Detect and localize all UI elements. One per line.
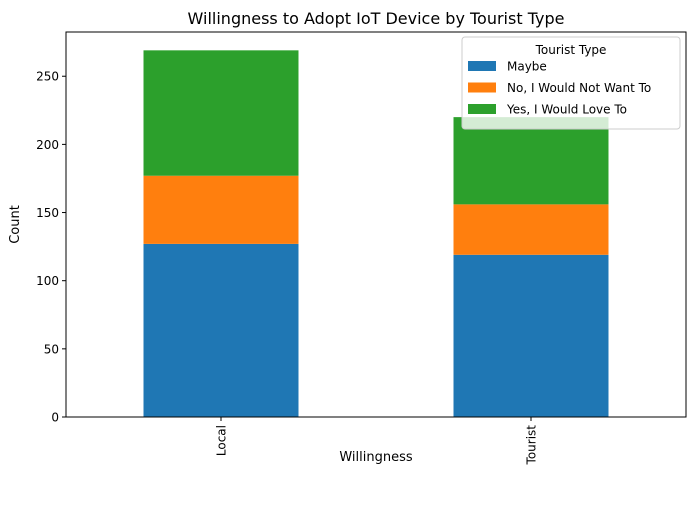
legend-swatch (468, 61, 496, 71)
bar-layer (143, 50, 609, 417)
bar-local-series-2 (143, 50, 299, 176)
legend: Tourist Type Maybe No, I Would Not Want T… (461, 36, 681, 130)
bar-tourist-series-2 (453, 117, 609, 205)
plot-frame (65, 31, 687, 418)
legend-entry-label: Yes, I Would Love To (506, 103, 627, 117)
y-tick-label: 0 (51, 411, 59, 425)
bar-tourist-series-1 (453, 204, 609, 255)
legend-entry-label: Maybe (507, 60, 547, 74)
legend-title: Tourist Type (535, 43, 607, 57)
y-axis-label: Count (8, 205, 23, 244)
x-axis-label: Willingness (339, 450, 413, 465)
bar-tourist-series-0 (453, 254, 609, 417)
y-tick-label: 50 (44, 342, 59, 356)
y-tick-label: 150 (36, 206, 59, 220)
legend-entry-label: No, I Would Not Want To (507, 81, 651, 95)
y-tick-label: 250 (36, 70, 59, 84)
x-tick-label: Tourist (525, 425, 539, 466)
legend-swatch (468, 104, 496, 114)
legend-items: Maybe No, I Would Not Want To Yes, I Would… (468, 60, 651, 117)
chart-title: Willingness to Adopt IoT Device by Touri… (188, 9, 565, 28)
y-tick-label: 200 (36, 138, 59, 152)
bar-local-series-0 (143, 243, 299, 417)
legend-swatch (468, 82, 496, 93)
y-axis: 0 50 100 150 200 250 (36, 70, 66, 425)
legend-frame (461, 36, 681, 130)
x-axis: Local Tourist (215, 417, 539, 465)
x-tick-label: Local (215, 425, 229, 456)
y-tick-label: 100 (36, 274, 59, 288)
bar-local-series-1 (143, 175, 299, 244)
